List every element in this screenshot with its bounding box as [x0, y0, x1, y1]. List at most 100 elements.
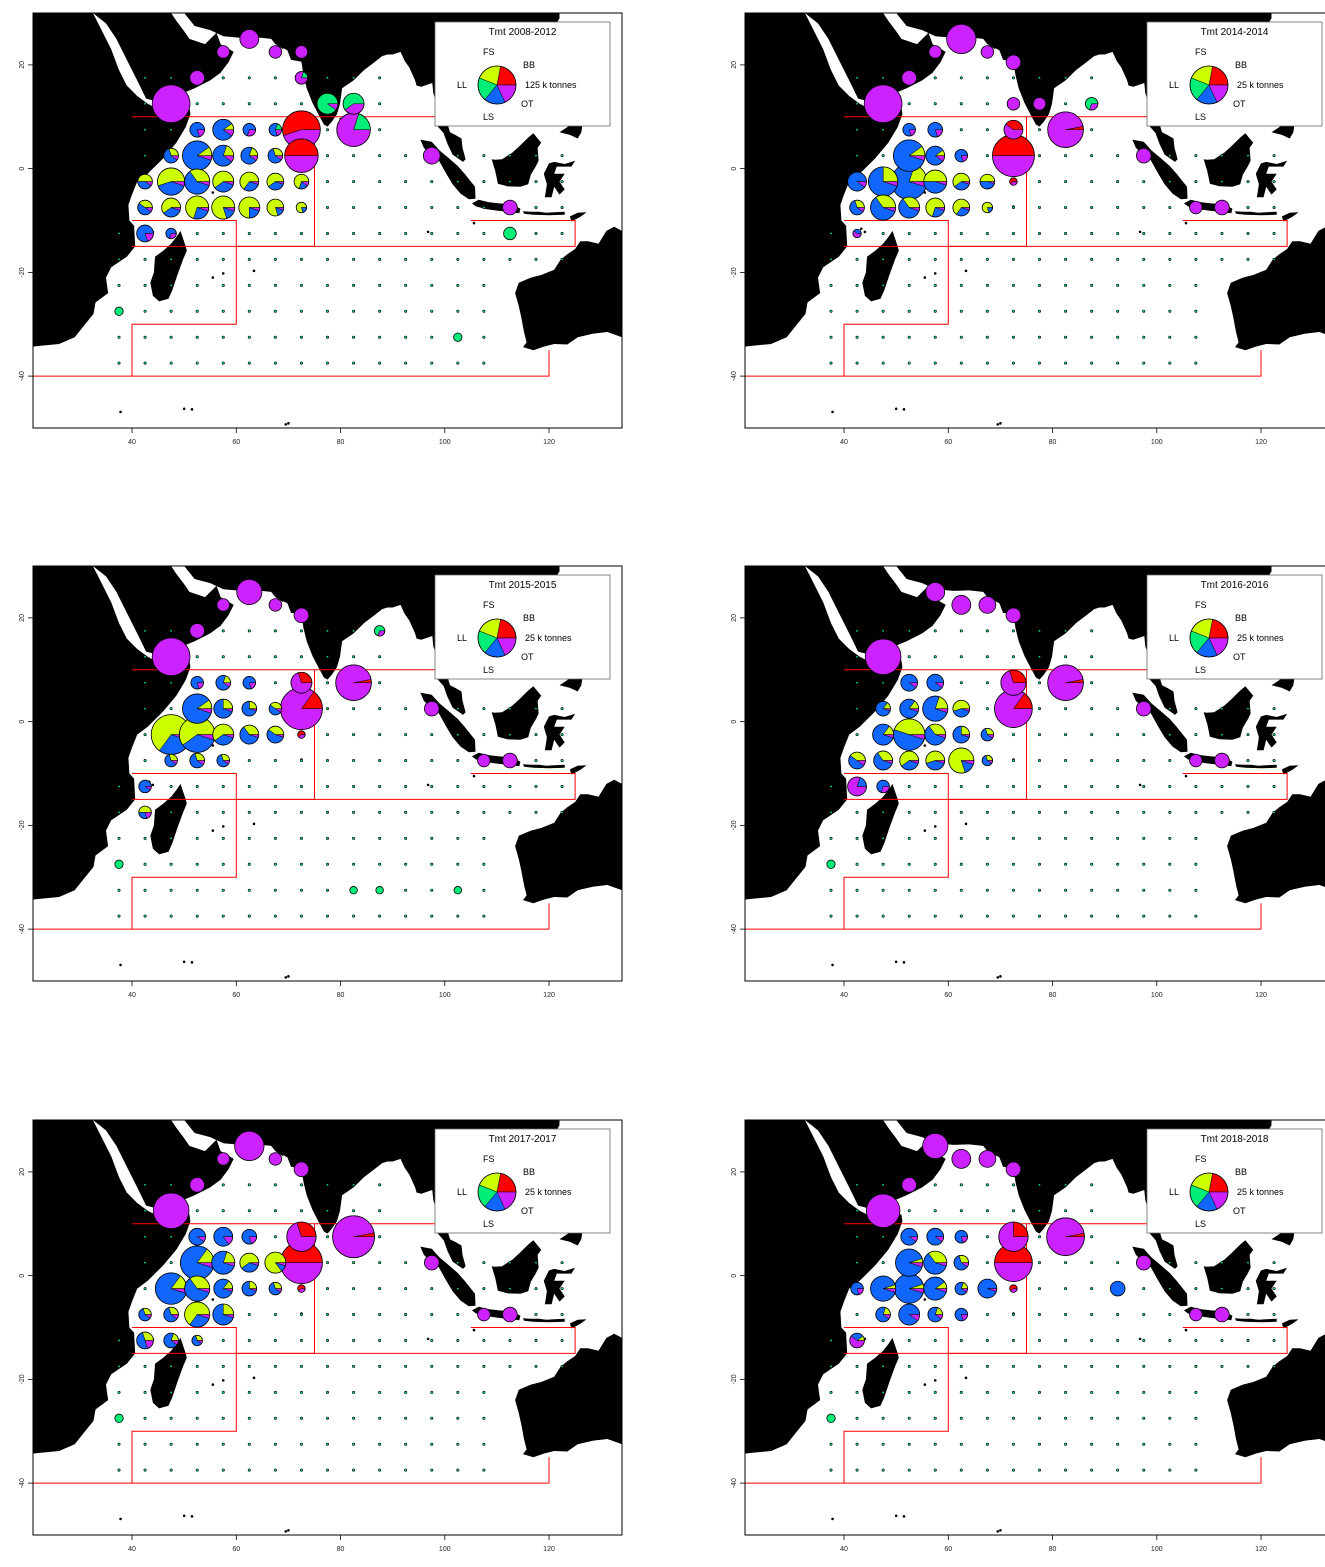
pie-outline [137, 173, 153, 190]
pie-slice-ot [423, 700, 440, 717]
pie-outline [239, 1252, 260, 1273]
land-mass [543, 160, 576, 198]
catch-dot [1168, 836, 1172, 840]
island [211, 191, 215, 194]
catch-pie [157, 167, 186, 196]
catch-dot [378, 206, 382, 210]
catch-dot [378, 655, 382, 659]
pie-outline [952, 699, 971, 718]
catch-dot [881, 1183, 885, 1187]
x-tick-label: 120 [543, 1546, 555, 1553]
catch-dot [829, 335, 833, 339]
catch-pie [1009, 177, 1018, 186]
pie-outline [266, 725, 285, 744]
catch-pie [284, 138, 319, 173]
catch-dot [404, 257, 408, 261]
pie-outline [870, 194, 897, 221]
catch-dot [1090, 655, 1094, 659]
catch-dot [247, 888, 251, 892]
small-catch-dots [829, 629, 1276, 918]
island [831, 963, 834, 967]
catch-dot [508, 257, 512, 261]
island [287, 975, 290, 978]
catch-dot [855, 1209, 859, 1213]
catch-dot [1194, 810, 1198, 814]
catch-dot [855, 76, 859, 80]
island [1184, 1328, 1188, 1332]
catch-dot [1037, 231, 1041, 235]
catch-dot [985, 1261, 989, 1265]
catch-dot [456, 784, 460, 788]
catch-dot [907, 862, 911, 866]
catch-dot [907, 836, 911, 840]
catch-dot [169, 836, 173, 840]
catch-dot [881, 862, 885, 866]
legend-label-ot: OT [1233, 1206, 1246, 1216]
pie-slice-ot [1189, 1307, 1203, 1322]
legend-scale-label: 25 k tonnes [525, 1187, 572, 1197]
x-tick-label: 60 [232, 439, 240, 446]
catch-pie [1135, 700, 1152, 717]
y-tick-label: -20 [731, 1374, 738, 1384]
catch-dot [143, 862, 147, 866]
catch-dot [195, 1364, 199, 1368]
catch-dot [221, 361, 225, 365]
catch-dot [1064, 335, 1068, 339]
land-mass [569, 1319, 587, 1329]
catch-dot [1220, 180, 1224, 184]
catch-dot [985, 1313, 989, 1317]
pie-outline [924, 723, 947, 746]
catch-dot [299, 655, 303, 659]
catch-dot [195, 1442, 199, 1446]
catch-dot [1168, 862, 1172, 866]
pie-slice-ot [293, 607, 310, 624]
catch-dot [985, 231, 989, 235]
catch-dot [117, 1390, 121, 1394]
catch-dot [1090, 1338, 1094, 1342]
catch-dot [482, 707, 486, 711]
catch-dot [907, 1338, 911, 1342]
catch-dot [195, 836, 199, 840]
catch-dot [430, 257, 434, 261]
y-tick-label: -20 [19, 820, 26, 830]
catch-pie [849, 1332, 865, 1349]
catch-dot [378, 1416, 382, 1420]
legend-label-bb: BB [523, 60, 535, 70]
catch-pies [826, 582, 1230, 869]
catch-dot [1220, 231, 1224, 235]
catch-dot [1090, 759, 1094, 763]
catch-dot [430, 335, 434, 339]
catch-pie [1084, 97, 1099, 111]
catch-dot [456, 707, 460, 711]
catch-dot [959, 862, 963, 866]
catch-dot [1142, 1338, 1146, 1342]
catch-pie [865, 1193, 901, 1228]
catch-pie [872, 723, 895, 746]
legend-scale-label: 25 k tonnes [525, 633, 572, 643]
pie-outline [182, 693, 213, 724]
catch-dot [1194, 888, 1198, 892]
legend-label-ll: LL [457, 80, 467, 90]
pie-slice-ot [1189, 200, 1203, 215]
island [831, 410, 834, 414]
island [252, 269, 256, 273]
pie-outline [239, 724, 260, 745]
catch-dot [508, 733, 512, 737]
catch-dot [1272, 154, 1276, 158]
pie-outline [264, 1251, 287, 1274]
catch-dot [933, 335, 937, 339]
y-tick-label: 20 [19, 1168, 26, 1176]
catch-dot [1090, 1235, 1094, 1239]
pie-slice-ot [980, 45, 995, 59]
catch-dot [985, 629, 989, 633]
island [933, 272, 937, 275]
catch-pie [875, 700, 891, 717]
pie-outline [267, 147, 284, 164]
catch-dot [959, 1416, 963, 1420]
catch-pie [137, 199, 153, 216]
catch-pie [1189, 1307, 1203, 1322]
land-mass [1255, 1267, 1288, 1305]
catch-dot [1037, 1338, 1041, 1342]
catch-dot [143, 888, 147, 892]
catch-pie [922, 695, 949, 722]
